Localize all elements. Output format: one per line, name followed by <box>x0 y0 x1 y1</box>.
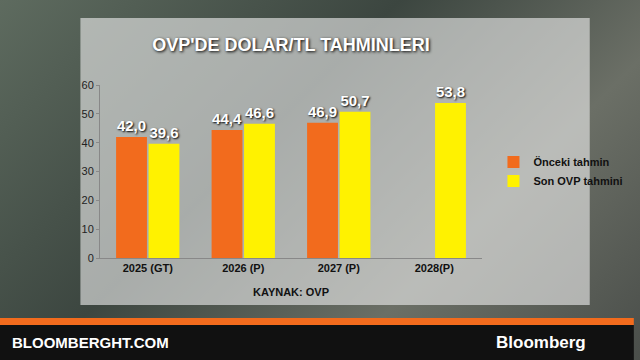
svg-text:10: 10 <box>82 223 94 235</box>
svg-text:2028(P): 2028(P) <box>415 262 454 274</box>
svg-text:30: 30 <box>82 165 94 177</box>
svg-text:OVP'DE DOLAR/TL TAHMINLERI: OVP'DE DOLAR/TL TAHMINLERI <box>152 35 430 55</box>
svg-text:Son OVP tahmini: Son OVP tahmini <box>533 175 622 187</box>
svg-text:2027 (P): 2027 (P) <box>318 262 361 274</box>
svg-text:2025 (GT): 2025 (GT) <box>123 262 173 274</box>
svg-text:53,8: 53,8 <box>436 83 465 100</box>
svg-text:0: 0 <box>88 252 94 264</box>
svg-text:2026 (P): 2026 (P) <box>222 262 265 274</box>
svg-text:42,0: 42,0 <box>117 117 146 134</box>
svg-text:39,6: 39,6 <box>149 124 178 141</box>
svg-text:20: 20 <box>82 194 94 206</box>
svg-text:50: 50 <box>82 108 94 120</box>
svg-text:KAYNAK: OVP: KAYNAK: OVP <box>253 286 329 298</box>
svg-text:Bloomberg: Bloomberg <box>496 333 586 352</box>
svg-text:BLOOMBERGHT.COM: BLOOMBERGHT.COM <box>12 334 169 351</box>
svg-text:44,4: 44,4 <box>212 110 242 127</box>
svg-text:60: 60 <box>82 79 94 91</box>
svg-text:40: 40 <box>82 137 94 149</box>
svg-text:50,7: 50,7 <box>340 92 369 109</box>
svg-text:46,6: 46,6 <box>245 104 274 121</box>
svg-text:Önceki tahmin: Önceki tahmin <box>533 156 609 168</box>
svg-text:46,9: 46,9 <box>308 103 337 120</box>
